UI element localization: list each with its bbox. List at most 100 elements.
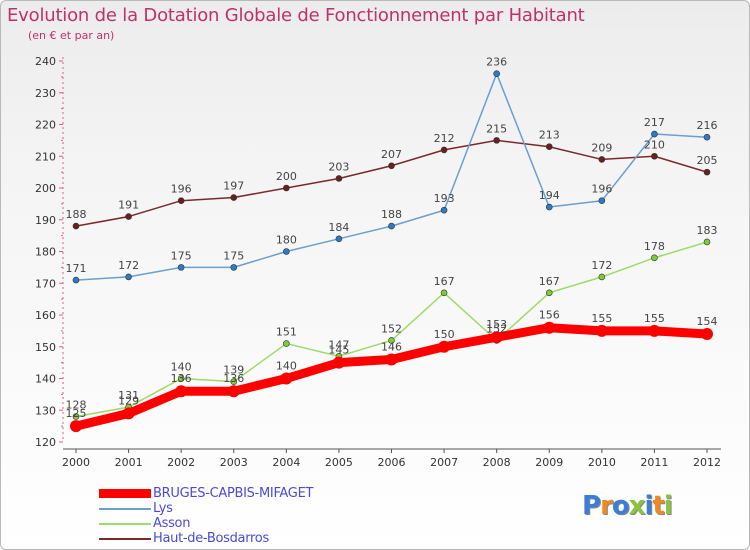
data-label: 152 [486, 322, 507, 335]
data-label: 156 [539, 309, 560, 322]
data-label: 213 [539, 129, 560, 142]
x-tick-label: 2010 [588, 456, 616, 469]
data-label: 167 [434, 275, 455, 288]
data-point [72, 276, 80, 284]
data-label: 191 [118, 199, 139, 212]
data-point [122, 407, 135, 420]
y-tick-label: 140 [35, 373, 56, 386]
data-label: 150 [434, 328, 455, 341]
data-label: 196 [171, 183, 192, 196]
data-point [70, 420, 82, 433]
y-tick-label: 150 [35, 341, 56, 354]
data-point [125, 213, 132, 220]
data-point [177, 197, 185, 204]
data-point [438, 340, 451, 353]
data-point [283, 340, 290, 347]
data-label: 196 [591, 183, 612, 196]
data-label: 212 [434, 132, 455, 145]
data-label: 154 [697, 315, 718, 328]
data-point [545, 289, 553, 297]
data-point [440, 206, 448, 214]
chart-title: Evolution de la Dotation Globale de Fonc… [7, 5, 585, 26]
data-label: 167 [539, 275, 560, 288]
data-point [648, 324, 661, 337]
data-label: 139 [223, 364, 244, 377]
data-label: 172 [591, 259, 612, 272]
data-label: 136 [171, 372, 192, 385]
legend-swatch-bruges [99, 489, 151, 498]
data-point [703, 133, 711, 141]
data-label: 236 [486, 56, 507, 69]
data-point [703, 168, 711, 176]
x-tick-label: 2011 [640, 456, 668, 469]
data-label: 207 [381, 148, 402, 161]
x-tick-label: 2009 [535, 456, 563, 469]
data-point [598, 273, 606, 281]
y-tick-label: 240 [35, 55, 56, 68]
data-label: 147 [328, 338, 349, 351]
y-tick-label: 180 [35, 246, 56, 259]
data-label: 205 [697, 154, 718, 167]
data-point [175, 385, 188, 398]
data-label: 209 [591, 141, 612, 154]
legend-item-asson: Asson [99, 516, 313, 531]
data-label: 216 [697, 119, 718, 132]
data-point [332, 356, 345, 369]
data-labels: 188 191 196 197 200 203 207 212 215 213 209 210 205 1… [66, 56, 718, 420]
y-tick-label: 200 [35, 182, 56, 195]
legend-label-lys: Lys [153, 501, 173, 516]
legend-swatch-asson [99, 522, 151, 525]
data-point [651, 254, 658, 262]
logo-letter: t [652, 491, 664, 521]
data-point [703, 238, 711, 246]
x-tick-label: 2000 [62, 456, 90, 469]
data-label: 125 [66, 407, 87, 420]
chart-axes: 120 130 140 150 160 170 180 190 200 210 220 230 240 2… [35, 55, 721, 469]
y-tick-label: 130 [35, 404, 56, 417]
legend-label-bruges: BRUGES-CAPBIS-MIFAGET [153, 486, 314, 501]
y-tick-label: 170 [35, 277, 56, 290]
data-point [385, 353, 398, 366]
logo-letter: r [600, 491, 613, 521]
legend-label-haut-de-bosdarros: Haut-de-Bosdarros [153, 531, 269, 546]
data-label: 183 [697, 224, 718, 237]
data-point [388, 222, 395, 230]
data-point [335, 235, 343, 243]
legend-swatch-lys [99, 507, 151, 510]
data-point [543, 321, 556, 334]
data-label: 145 [328, 344, 349, 357]
data-label: 197 [223, 180, 244, 193]
data-point [545, 203, 553, 211]
data-label: 140 [171, 361, 192, 374]
data-point [125, 273, 132, 281]
data-point [598, 197, 606, 204]
data-point [490, 331, 503, 344]
x-tick-label: 2006 [378, 456, 406, 469]
x-tick-label: 2012 [693, 456, 721, 469]
data-label: 217 [644, 116, 665, 129]
data-point [440, 146, 448, 154]
legend-item-haut-de-bosdarros: Haut-de-Bosdarros [99, 531, 313, 546]
data-label: 180 [276, 234, 297, 247]
data-label: 128 [66, 399, 87, 412]
x-tick-label: 2007 [430, 456, 458, 469]
data-point [440, 289, 448, 297]
logo-letter: i [644, 491, 654, 521]
data-point [230, 264, 238, 271]
data-point [388, 337, 395, 344]
series-lines [70, 70, 713, 433]
data-point [598, 156, 606, 163]
data-point [701, 328, 713, 341]
x-tick-label: 2003 [220, 456, 248, 469]
data-label: 203 [328, 160, 349, 173]
data-point [283, 248, 290, 255]
legend-swatch-haut-de-bosdarros [99, 537, 151, 540]
x-tick-label: 2008 [483, 456, 511, 469]
x-tick-label: 2004 [272, 456, 300, 469]
data-point [388, 162, 395, 170]
data-label: 155 [644, 312, 665, 325]
y-tick-label: 120 [35, 436, 56, 449]
data-label: 184 [328, 221, 349, 234]
